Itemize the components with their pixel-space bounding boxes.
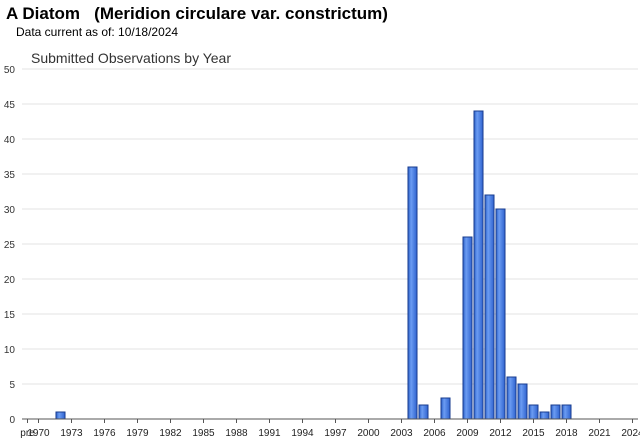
bar-2004 [407,166,418,420]
chart-svg: Submitted Observations by Year 051015202… [4,50,640,439]
data-current-date: Data current as of: 10/18/2024 [16,25,179,39]
bar-2013 [506,376,517,420]
x-tick-label: 2024 [621,428,640,439]
x-tick-label: 2003 [390,428,413,439]
x-tick-label: 1979 [126,428,149,439]
x-tick-label: 2018 [555,428,578,439]
y-tick-label: 30 [4,205,16,216]
y-tick-label: 20 [4,275,16,286]
bar-2007 [440,397,451,420]
x-tick-label: 2015 [522,428,545,439]
y-tick-label: 45 [4,100,16,111]
page-title: A Diatom (Meridion circulare var. constr… [6,4,388,23]
bar-2012 [495,208,506,420]
x-tick-label: 1976 [93,428,116,439]
observations-chart: Submitted Observations by Year 0 5 10 15 20 2… [0,44,640,442]
y-tick-label: 0 [9,415,15,426]
bar-2005 [418,404,429,420]
bar-2011 [484,194,495,420]
x-tick-label: 1982 [159,428,182,439]
bar-1972 [55,411,66,420]
x-tick-label: pre [20,428,35,439]
y-tick-label: 50 [4,65,16,76]
bar-2014 [517,383,528,420]
x-tick-label: 2000 [357,428,380,439]
bar-2015 [528,404,539,420]
y-tick-label: 40 [4,135,16,146]
y-tick-label: 15 [4,310,16,321]
chart-title: Submitted Observations by Year [31,50,231,66]
x-tick-label: 1970 [27,428,50,439]
bar-2016 [539,411,550,420]
y-tick-label: 5 [9,380,15,391]
x-tick-label: 2012 [489,428,512,439]
bar-2009 [462,236,473,420]
x-tick-label: 1973 [60,428,83,439]
y-tick-label: 25 [4,240,16,251]
x-tick-label: 2009 [456,428,479,439]
x-tick-label: 1997 [324,428,347,439]
x-tick-label: 2006 [423,428,446,439]
bars [55,110,572,420]
y-tick-label: 10 [4,345,16,356]
x-tick-label: 1994 [291,428,314,439]
gridlines [22,68,638,385]
x-tick-label: 1988 [225,428,248,439]
y-tick-label: 35 [4,170,16,181]
x-tick-label: 2021 [588,428,611,439]
y-axis: 0 5 10 15 20 25 30 35 40 45 50 [4,65,16,426]
x-tick-label: 1991 [258,428,281,439]
bar-2017 [550,404,561,420]
bar-2010 [473,110,484,420]
x-tick-label: 1985 [192,428,215,439]
bar-2018 [561,404,572,420]
